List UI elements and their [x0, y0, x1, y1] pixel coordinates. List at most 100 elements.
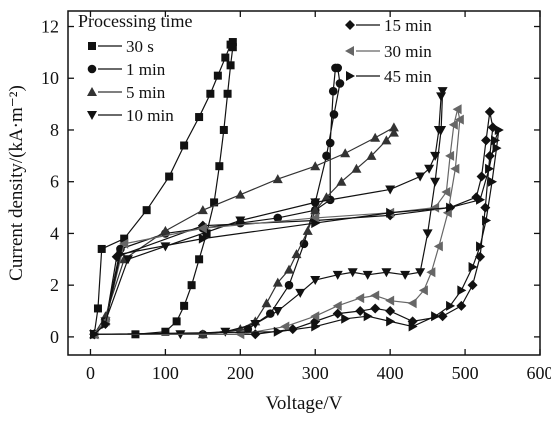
data-point — [448, 119, 458, 130]
data-point — [97, 244, 106, 253]
data-point — [452, 104, 462, 115]
y-tick-label: 4 — [50, 223, 59, 243]
data-point — [436, 92, 447, 102]
y-tick-label: 2 — [50, 275, 59, 295]
series-5-min — [89, 122, 399, 339]
data-point — [335, 79, 345, 88]
data-point — [101, 318, 111, 329]
data-point — [388, 127, 399, 137]
data-point — [415, 268, 426, 278]
x-tick-label: 0 — [86, 363, 95, 383]
data-point — [273, 213, 283, 223]
data-point — [437, 87, 448, 97]
data-point — [450, 163, 460, 174]
data-point — [228, 43, 237, 52]
data-point — [261, 298, 272, 308]
data-point — [295, 288, 306, 298]
y-tick-label: 10 — [41, 68, 59, 88]
data-point — [272, 277, 283, 287]
data-point — [424, 164, 435, 174]
data-point — [272, 307, 283, 317]
data-point — [161, 327, 170, 336]
legend-label: 45 min — [384, 67, 432, 86]
data-point — [206, 89, 215, 98]
data-point — [492, 143, 502, 154]
data-point — [476, 194, 486, 205]
data-point — [122, 255, 133, 265]
series-15-min — [89, 106, 498, 340]
data-point — [250, 319, 261, 329]
legend-marker — [87, 111, 97, 120]
data-point — [272, 174, 283, 184]
data-point — [311, 218, 321, 229]
data-point — [408, 321, 418, 332]
data-point — [160, 225, 171, 235]
data-point — [437, 311, 448, 322]
data-point — [235, 189, 246, 199]
x-tick-label: 600 — [527, 363, 551, 383]
data-point — [445, 150, 455, 161]
data-point — [446, 300, 456, 311]
data-point — [172, 317, 181, 326]
data-point — [142, 206, 151, 215]
data-point — [336, 176, 347, 186]
data-point — [202, 229, 211, 238]
data-point — [341, 313, 351, 324]
data-point — [210, 198, 219, 207]
data-point — [355, 306, 366, 317]
data-point — [426, 267, 436, 278]
data-point — [310, 311, 320, 322]
data-point — [311, 321, 321, 332]
data-point — [363, 311, 373, 322]
data-point — [226, 61, 235, 70]
data-point — [321, 192, 332, 202]
data-point — [418, 285, 428, 296]
data-point — [467, 280, 478, 291]
data-point — [454, 114, 464, 125]
data-point — [116, 249, 126, 260]
data-point — [355, 293, 365, 304]
data-point — [221, 53, 230, 62]
x-tick-label: 500 — [452, 363, 479, 383]
legend-item: 30 s — [88, 37, 154, 56]
data-point — [180, 301, 189, 310]
data-point — [488, 176, 498, 187]
data-point — [310, 161, 321, 171]
data-point — [329, 110, 339, 119]
legend-label: 1 min — [126, 60, 166, 79]
data-point — [223, 89, 232, 98]
legend-item: 45 min — [346, 67, 432, 86]
legend-marker — [87, 64, 97, 74]
data-point — [430, 177, 441, 187]
legend-title: Processing time — [78, 11, 193, 31]
data-point — [265, 309, 275, 318]
data-point — [325, 138, 335, 148]
legend-marker — [346, 71, 355, 81]
y-tick-label: 8 — [50, 120, 59, 140]
legend-label: 5 min — [126, 83, 166, 102]
series-line — [93, 126, 395, 335]
data-point — [180, 141, 189, 150]
data-point — [400, 270, 411, 280]
data-point — [484, 106, 495, 117]
data-point — [481, 135, 492, 146]
data-point — [310, 205, 321, 215]
data-point — [385, 295, 395, 306]
legend-label: 15 min — [384, 16, 432, 35]
legend-marker — [345, 20, 355, 30]
data-point — [198, 233, 208, 244]
data-point — [322, 151, 331, 161]
data-point — [310, 212, 320, 223]
data-point — [347, 268, 358, 278]
data-point — [430, 202, 440, 213]
data-point — [476, 171, 487, 182]
data-point — [362, 270, 373, 280]
data-point — [385, 185, 396, 195]
series-line — [93, 111, 494, 335]
x-tick-label: 400 — [377, 363, 404, 383]
data-point — [93, 304, 102, 313]
y-tick-label: 12 — [41, 17, 59, 37]
y-tick-label: 0 — [50, 327, 59, 347]
data-point — [482, 215, 492, 226]
